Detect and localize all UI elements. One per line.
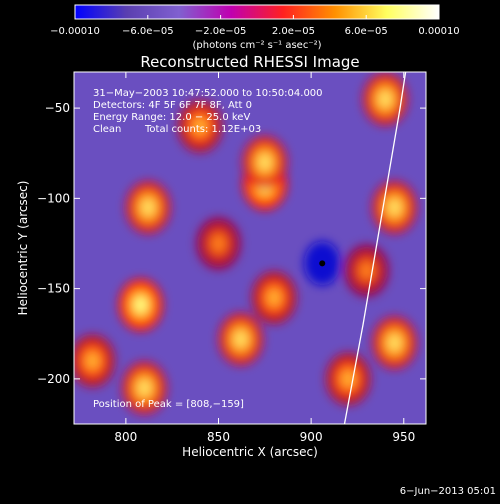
colorbar-tick-label: −6.0e−05: [122, 26, 174, 37]
source-core: [133, 295, 148, 314]
source-core: [211, 234, 226, 253]
source-core: [137, 378, 152, 397]
source-core: [267, 288, 282, 307]
source-core: [387, 333, 402, 352]
colorbar-tick-label: 0.00010: [418, 26, 459, 37]
image-area: [74, 72, 426, 424]
x-axis-label: Heliocentric X (arcsec): [182, 445, 318, 459]
annotation-method: Clean: [93, 124, 121, 135]
plot-frame: [73, 71, 427, 425]
y-tick-label: −150: [37, 282, 70, 296]
x-tick-label: 850: [207, 430, 230, 444]
y-tick-label: −50: [45, 101, 70, 115]
colorbar: [74, 4, 440, 20]
colorbar-units: (photons cm⁻² s⁻¹ asec⁻²): [192, 40, 321, 51]
x-tick-label: 950: [392, 430, 415, 444]
solar-limb-line: [343, 72, 407, 424]
source-core: [141, 198, 156, 217]
annotation-peak: Position of Peak = [808,−159]: [93, 399, 244, 410]
x-tick-label: 800: [114, 430, 137, 444]
colorbar-ticks: −0.00010 −6.0e−05 −2.0e−05 2.0e−05 6.0e−05 0.…: [50, 15, 460, 37]
source-core: [387, 198, 402, 217]
source-core: [233, 330, 248, 349]
x-tick-label: 900: [300, 430, 323, 444]
plot-title: Reconstructed RHESSI Image: [140, 53, 359, 71]
colorbar-tick-label: 6.0e−05: [345, 26, 388, 37]
annotation-time: 31−May−2003 10:47:52.000 to 10:50:04.000: [93, 88, 323, 99]
annotation-energy: Energy Range: 12.0 − 25.0 keV: [93, 112, 250, 123]
colorbar-tick-label: 2.0e−05: [272, 26, 315, 37]
y-tick-label: −200: [37, 372, 70, 386]
source-core: [192, 117, 207, 136]
colorbar-tick-label: −2.0e−05: [195, 26, 247, 37]
minimum-marker: [319, 260, 326, 267]
source-core: [85, 351, 100, 370]
colorbar-tick-label: −0.00010: [50, 26, 100, 37]
y-tick-label: −100: [37, 191, 70, 205]
x-axis-ticks: 800 850 900 950: [114, 72, 415, 444]
annotation-counts: Total counts: 1.12E+03: [144, 124, 261, 135]
footer-date: 6−Jun−2013 05:01: [400, 486, 496, 497]
y-axis-label: Heliocentric Y (arcsec): [16, 181, 30, 316]
y-axis-ticks: −50 −100 −150 −200: [37, 101, 426, 386]
annotation-detectors: Detectors: 4F 5F 6F 7F 8F, Att 0: [93, 100, 252, 111]
source-core: [257, 153, 272, 172]
source-core: [359, 261, 374, 280]
annotation-block: 31−May−2003 10:47:52.000 to 10:50:04.000…: [93, 88, 323, 410]
source-core: [378, 90, 393, 109]
